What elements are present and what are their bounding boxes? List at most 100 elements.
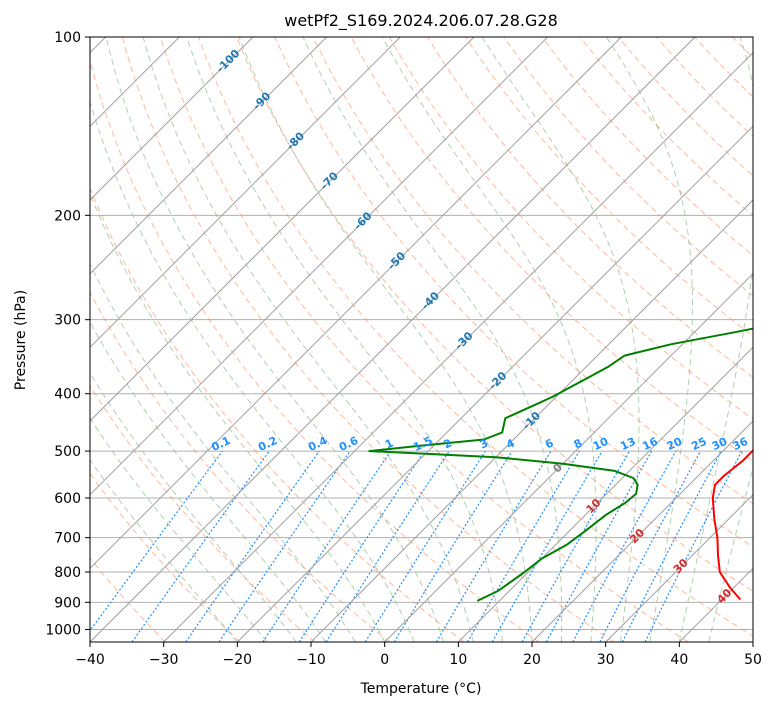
y-tick-label: 200 bbox=[54, 208, 81, 224]
dry-adiabat bbox=[274, 37, 753, 548]
x-axis: −40 −30 −20 −10 0 10 20 30 40 50 bbox=[75, 642, 762, 668]
y-tick-label: 600 bbox=[54, 491, 81, 507]
mixing-ratio-label: 4 bbox=[504, 436, 517, 451]
mixing-ratio-label: 6 bbox=[543, 436, 556, 451]
isotherm-line bbox=[90, 37, 401, 349]
profile-series bbox=[368, 327, 753, 602]
y-tick-label: 300 bbox=[54, 313, 81, 329]
isotherm-line bbox=[90, 37, 475, 422]
moist-adiabat bbox=[90, 417, 268, 642]
dry-adiabat bbox=[694, 37, 753, 98]
mixing-ratio-label: 13 bbox=[618, 435, 637, 453]
dry-adiabat bbox=[732, 37, 753, 59]
dry-adiabat bbox=[541, 37, 753, 257]
moist-adiabat bbox=[142, 37, 474, 642]
mixing-ratio-label: 30 bbox=[710, 435, 730, 453]
isotherm-line bbox=[236, 125, 753, 642]
mixing-ratio-label: 36 bbox=[731, 435, 751, 453]
moist-adiabat bbox=[90, 371, 297, 642]
dry-adiabat bbox=[90, 59, 540, 642]
mixing-ratio-line bbox=[572, 450, 677, 642]
y-axis-title: Pressure (hPa) bbox=[13, 290, 29, 390]
mixing-ratio-line bbox=[325, 450, 450, 642]
moist-adiabat bbox=[90, 99, 415, 642]
mixing-ratio-line bbox=[298, 450, 425, 642]
x-tick-label: −30 bbox=[149, 652, 179, 668]
dry-adiabat bbox=[426, 37, 753, 378]
y-tick-label: 900 bbox=[54, 595, 81, 611]
plot-frame bbox=[89, 36, 754, 643]
moist-adiabat bbox=[238, 37, 533, 642]
mixing-ratio-label: 10 bbox=[591, 435, 611, 453]
background-lines bbox=[90, 37, 775, 642]
dry-adiabat bbox=[656, 37, 753, 138]
chart-title: wetPf2_S169.2024.206.07.28.G28 bbox=[284, 11, 558, 31]
dry-adiabat bbox=[159, 37, 689, 642]
dry-adiabat bbox=[121, 37, 614, 642]
moist-adiabat bbox=[90, 321, 327, 642]
mixing-ratio-line bbox=[185, 450, 320, 642]
isotherm-line bbox=[457, 346, 753, 642]
moist-adiabat bbox=[708, 465, 753, 642]
isotherm-line bbox=[384, 272, 753, 642]
mixing-ratio-line bbox=[262, 450, 392, 642]
isotherm-line bbox=[163, 51, 753, 642]
y-tick-label: 800 bbox=[54, 565, 81, 581]
mixing-ratio-line bbox=[599, 450, 702, 642]
moist-adiabat bbox=[381, 37, 597, 642]
x-axis-title: Temperature (°C) bbox=[360, 681, 482, 697]
y-tick-label: 700 bbox=[54, 531, 81, 547]
pressure-grid bbox=[90, 37, 753, 630]
dry-adiabat bbox=[90, 186, 465, 642]
mixing-ratio-lines bbox=[90, 450, 743, 642]
x-tick-label: 20 bbox=[523, 652, 541, 668]
x-tick-label: 40 bbox=[670, 652, 688, 668]
mixing-ratio-label: 25 bbox=[689, 435, 708, 453]
x-tick-label: 0 bbox=[380, 652, 389, 668]
isotherm-line bbox=[531, 420, 753, 642]
mixing-ratio-line bbox=[393, 450, 513, 642]
dry-adiabat bbox=[388, 37, 753, 420]
mixing-ratio-line bbox=[644, 450, 743, 642]
moist-adiabat bbox=[606, 37, 693, 642]
dry-adiabat bbox=[312, 37, 753, 505]
isotherm-line bbox=[90, 37, 622, 570]
x-tick-label: −40 bbox=[75, 652, 105, 668]
x-tick-label: 50 bbox=[744, 652, 762, 668]
mixing-ratio-line bbox=[218, 450, 351, 642]
isotherm-line bbox=[605, 493, 753, 642]
dry-adiabat bbox=[771, 37, 775, 642]
dewpoint-line bbox=[368, 327, 753, 602]
moist-adiabat bbox=[90, 192, 386, 642]
dry-adiabat bbox=[90, 472, 241, 642]
mixing-ratio-line bbox=[364, 450, 486, 642]
mixing-ratio-label: 16 bbox=[640, 435, 660, 453]
mixing-ratio-line bbox=[545, 450, 653, 642]
y-tick-label: 500 bbox=[54, 444, 81, 460]
moist-adiabat bbox=[678, 37, 753, 642]
moist-adiabat bbox=[90, 262, 356, 642]
y-tick-label: 100 bbox=[54, 30, 81, 46]
dry-adiabat bbox=[90, 384, 316, 642]
x-tick-label: −10 bbox=[296, 652, 326, 668]
isotherm-lines bbox=[90, 37, 753, 642]
mixing-ratio-line bbox=[621, 450, 722, 642]
isotherm-line bbox=[90, 37, 696, 642]
y-tick-label: 1000 bbox=[45, 622, 81, 638]
y-tick-label: 400 bbox=[54, 387, 81, 403]
dry-adiabat bbox=[465, 37, 753, 338]
isotherm-line bbox=[310, 199, 753, 642]
dry-adiabat bbox=[503, 37, 753, 297]
moist-adiabat bbox=[186, 37, 503, 642]
moist-adiabat bbox=[105, 37, 445, 642]
mixing-ratio-line bbox=[90, 450, 223, 632]
isotherm-line bbox=[90, 37, 328, 275]
moist-adiabat bbox=[481, 37, 640, 642]
dry-adiabat bbox=[350, 37, 753, 462]
moist-adiabat bbox=[90, 459, 238, 642]
isotherm-line bbox=[752, 641, 753, 642]
x-tick-label: −20 bbox=[223, 652, 253, 668]
x-tick-label: 10 bbox=[449, 652, 467, 668]
